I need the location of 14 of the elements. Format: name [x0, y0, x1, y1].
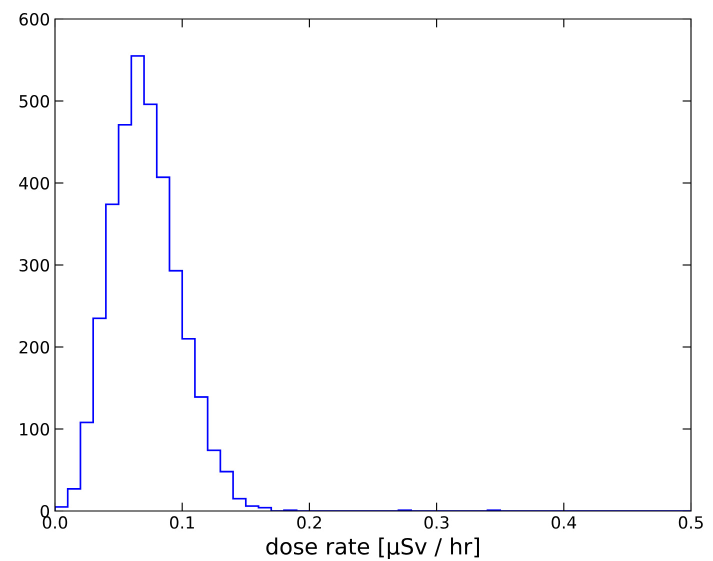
y-tick-label: 0 — [40, 504, 50, 518]
y-tick-label: 200 — [20, 340, 50, 354]
y-tick-label: 300 — [20, 258, 50, 272]
x-axis-title: dose rate [μSv / hr] — [266, 538, 479, 560]
x-tick-label: 0.1 — [170, 516, 194, 529]
x-tick-label: 0.0 — [42, 516, 68, 529]
x-tick-label: 0.2 — [297, 516, 321, 529]
y-tick-label: 500 — [20, 94, 50, 108]
y-tick-label: 600 — [19, 12, 50, 26]
y-tick-label: 400 — [19, 176, 50, 190]
x-tick-label: 0.3 — [424, 516, 449, 529]
x-tick-label: 0.5 — [678, 516, 703, 529]
y-tick-label: 100 — [20, 422, 50, 436]
x-tick-label: 0.4 — [552, 516, 576, 529]
